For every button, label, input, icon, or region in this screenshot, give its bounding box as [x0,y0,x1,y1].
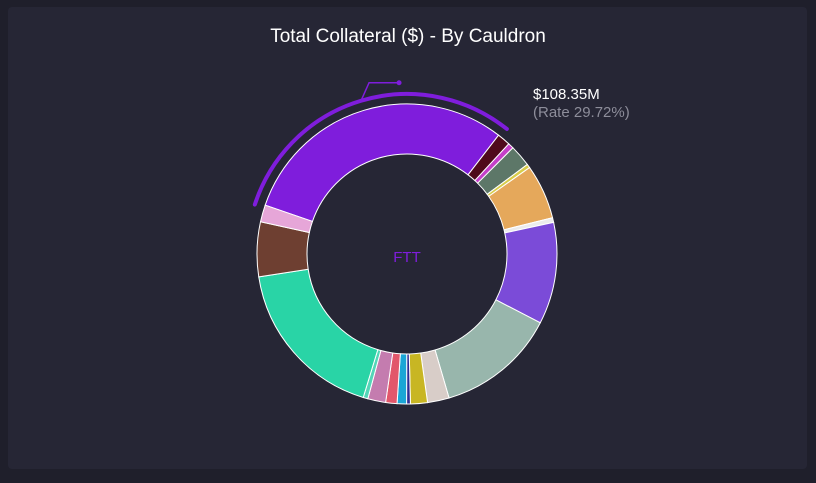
callout-dot [396,80,402,86]
donut-slice-9[interactable] [434,299,541,399]
chart-title: Total Collateral ($) - By Cauldron [270,26,546,47]
donut-slice-1[interactable] [264,103,500,223]
callout-line [360,81,400,102]
callout-value: $108.35M [533,86,600,103]
callout-rate: (Rate 29.72%) [533,104,630,121]
center-label: FTT [393,249,421,266]
highlight-arc [252,92,509,207]
donut-slice-17[interactable] [258,268,379,399]
donut-slice-19[interactable] [259,204,314,234]
